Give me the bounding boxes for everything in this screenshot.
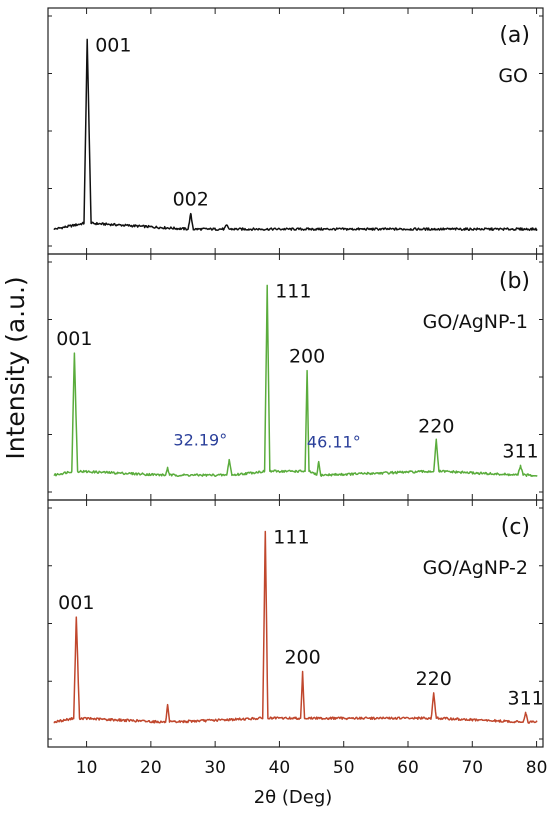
peak-label-001: 001 [58,592,94,614]
panel-c: 001 111 200 220 311 (c) GO/AgNP-2 10 20 30 40 50 60 7… [47,499,548,778]
peak-label-200: 200 [284,647,320,669]
panel-label: (b) [499,269,530,294]
panel-b: 001 111 200 220 311 32.19° 46.11° (b) GO/AgNP-1 [47,253,544,501]
panel-label: (c) [501,515,530,540]
x-tick-label: 70 [461,758,483,778]
peak-label-220: 220 [418,415,454,437]
x-axis-label: 2θ (Deg) [254,787,333,808]
series-line [53,284,538,478]
y-axis-label: Intensity (a.u.) [1,276,30,459]
peak-label-311: 311 [502,440,538,462]
x-tick-label: 40 [269,758,291,778]
panel-a: 001 002 (a) GO [47,7,544,255]
panels: 001 002 (a) GO 001 111 200 220 311 32.19° 46.11° (b… [47,7,548,778]
x-tick-label: 20 [140,758,162,778]
peak-label-002: 002 [173,189,209,211]
x-tick-label: 60 [397,758,419,778]
x-tick-label: 80 [526,758,548,778]
panel-label: (a) [499,23,530,48]
peak-label-001: 001 [95,34,131,56]
peak-label-001: 001 [56,328,92,350]
series-line [53,38,538,232]
annotation-label: 32.19° [173,431,227,450]
peak-label-311: 311 [508,687,544,709]
annotation-label: 46.11° [307,433,361,452]
peak-label-220: 220 [416,668,452,690]
series-line [53,530,538,724]
x-tick-label: 50 [333,758,355,778]
sample-label: GO/AgNP-1 [423,311,528,333]
x-tick-label: 30 [204,758,226,778]
sample-label: GO [498,65,528,87]
x-tick-label: 10 [76,758,98,778]
peak-label-111: 111 [275,280,311,302]
peak-label-200: 200 [289,346,325,368]
sample-label: GO/AgNP-2 [423,557,528,579]
peak-label-111: 111 [273,526,309,548]
